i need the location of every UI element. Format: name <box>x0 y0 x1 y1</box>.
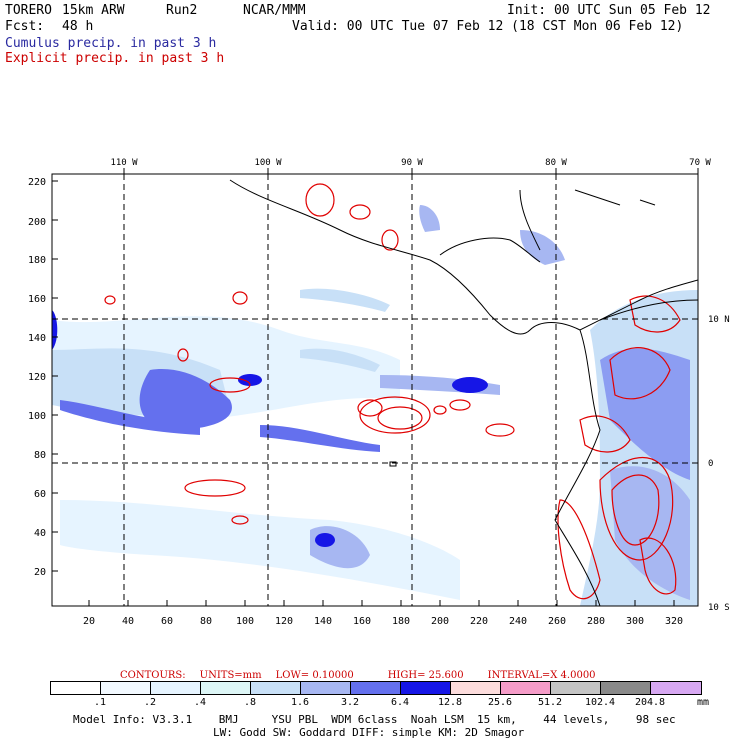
colorbar-swatch <box>251 682 301 694</box>
colorbar-label: .4 <box>193 697 207 708</box>
legend-cumulus: Cumulus precip. in past 3 h <box>5 36 217 51</box>
legend-explicit: Explicit precip. in past 3 h <box>5 51 225 66</box>
contours-units: UNITS=mm <box>199 670 262 681</box>
lat-label-0: 0 <box>708 459 713 469</box>
colorbar-swatch <box>401 682 451 694</box>
colorbar-swatch <box>301 682 351 694</box>
x-tick-label: 200 <box>431 616 449 627</box>
y-tick-label: 220 <box>28 177 46 188</box>
colorbar-swatch <box>201 682 251 694</box>
lon-label-90w: 90 W <box>401 158 423 168</box>
lon-label-100w: 100 W <box>254 158 282 168</box>
x-tick-label: 300 <box>626 616 644 627</box>
contours-high: HIGH= 25.600 <box>387 670 464 681</box>
lon-label-80w: 80 W <box>545 158 567 168</box>
y-tick-label: 60 <box>34 489 46 500</box>
colorbar <box>50 681 702 695</box>
colorbar-swatch <box>651 682 701 694</box>
footer-physics: LW: Godd SW: Goddard DIFF: simple KM: 2D… <box>213 726 525 739</box>
header-resolution: 15km ARW <box>62 3 125 18</box>
y-tick-label: 120 <box>28 372 46 383</box>
colorbar-swatch <box>51 682 101 694</box>
x-tick-label: 80 <box>200 616 212 627</box>
colorbar-label: 102.4 <box>584 697 616 708</box>
x-tick-label: 260 <box>548 616 566 627</box>
header-init: Init: 00 UTC Sun 05 Feb 12 <box>507 3 711 18</box>
colorbar-swatch <box>151 682 201 694</box>
colorbar-label: 3.2 <box>340 697 360 708</box>
contours-label: CONTOURS: <box>120 670 186 681</box>
colorbar-label: 1.6 <box>290 697 310 708</box>
colorbar-swatch <box>601 682 651 694</box>
colorbar-labels: .1 .2 .4 .8 1.6 3.2 6.4 12.8 25.6 51.2 102.4 204.8 <box>50 697 740 709</box>
y-tick-label: 80 <box>34 450 46 461</box>
y-tick-label: 180 <box>28 255 46 266</box>
x-tick-label: 320 <box>665 616 683 627</box>
header-fcst-value: 48 h <box>62 19 94 34</box>
colorbar-swatch <box>451 682 501 694</box>
x-tick-label: 60 <box>161 616 173 627</box>
x-tick-label: 140 <box>314 616 332 627</box>
colorbar-swatch <box>101 682 151 694</box>
colorbar-label: 204.8 <box>634 697 666 708</box>
x-tick-label: 240 <box>509 616 527 627</box>
colorbar-swatch <box>351 682 401 694</box>
header-fcst-label: Fcst: <box>5 19 45 34</box>
x-tick-label: 160 <box>353 616 371 627</box>
colorbar-label: 51.2 <box>537 697 563 708</box>
x-tick-label: 220 <box>470 616 488 627</box>
contours-low: LOW= 0.10000 <box>275 670 354 681</box>
x-tick-label: 100 <box>236 616 254 627</box>
colorbar-label: 25.6 <box>487 697 513 708</box>
header-model: TORERO <box>5 3 52 18</box>
lat-label-10s: 10 S <box>708 603 730 613</box>
contours-info: CONTOURS: UNITS=mm LOW= 0.10000 HIGH= 25.60… <box>120 670 610 681</box>
header-valid: Valid: 00 UTC Tue 07 Feb 12 (18 CST Mon … <box>292 19 684 34</box>
colorbar-swatch <box>501 682 551 694</box>
colorbar-label: 12.8 <box>437 697 463 708</box>
header-run: Run2 <box>166 3 198 18</box>
colorbar-swatch <box>551 682 601 694</box>
y-tick-label: 140 <box>28 333 46 344</box>
lon-label-110w: 110 W <box>110 158 138 168</box>
footer-model-info: Model Info: V3.3.1 BMJ YSU PBL WDM 6clas… <box>73 713 676 726</box>
colorbar-label: .1 <box>93 697 107 708</box>
colorbar-label: .2 <box>143 697 157 708</box>
y-tick-label: 160 <box>28 294 46 305</box>
colorbar-unit: mm <box>697 697 710 708</box>
x-tick-label: 120 <box>275 616 293 627</box>
contours-interval: INTERVAL=X 4.0000 <box>487 670 596 681</box>
x-tick-label: 280 <box>587 616 605 627</box>
x-tick-label: 180 <box>392 616 410 627</box>
lat-label-10n: 10 N <box>708 315 730 325</box>
precip-field <box>52 174 698 606</box>
x-tick-label: 20 <box>83 616 95 627</box>
y-tick-label: 20 <box>34 567 46 578</box>
colorbar-label: 6.4 <box>390 697 410 708</box>
y-tick-label: 40 <box>34 528 46 539</box>
x-tick-label: 40 <box>122 616 134 627</box>
lon-label-70w: 70 W <box>689 158 711 168</box>
y-tick-label: 100 <box>28 411 46 422</box>
colorbar-label: .8 <box>243 697 257 708</box>
header-org: NCAR/MMM <box>243 3 306 18</box>
y-tick-label: 200 <box>28 217 46 228</box>
